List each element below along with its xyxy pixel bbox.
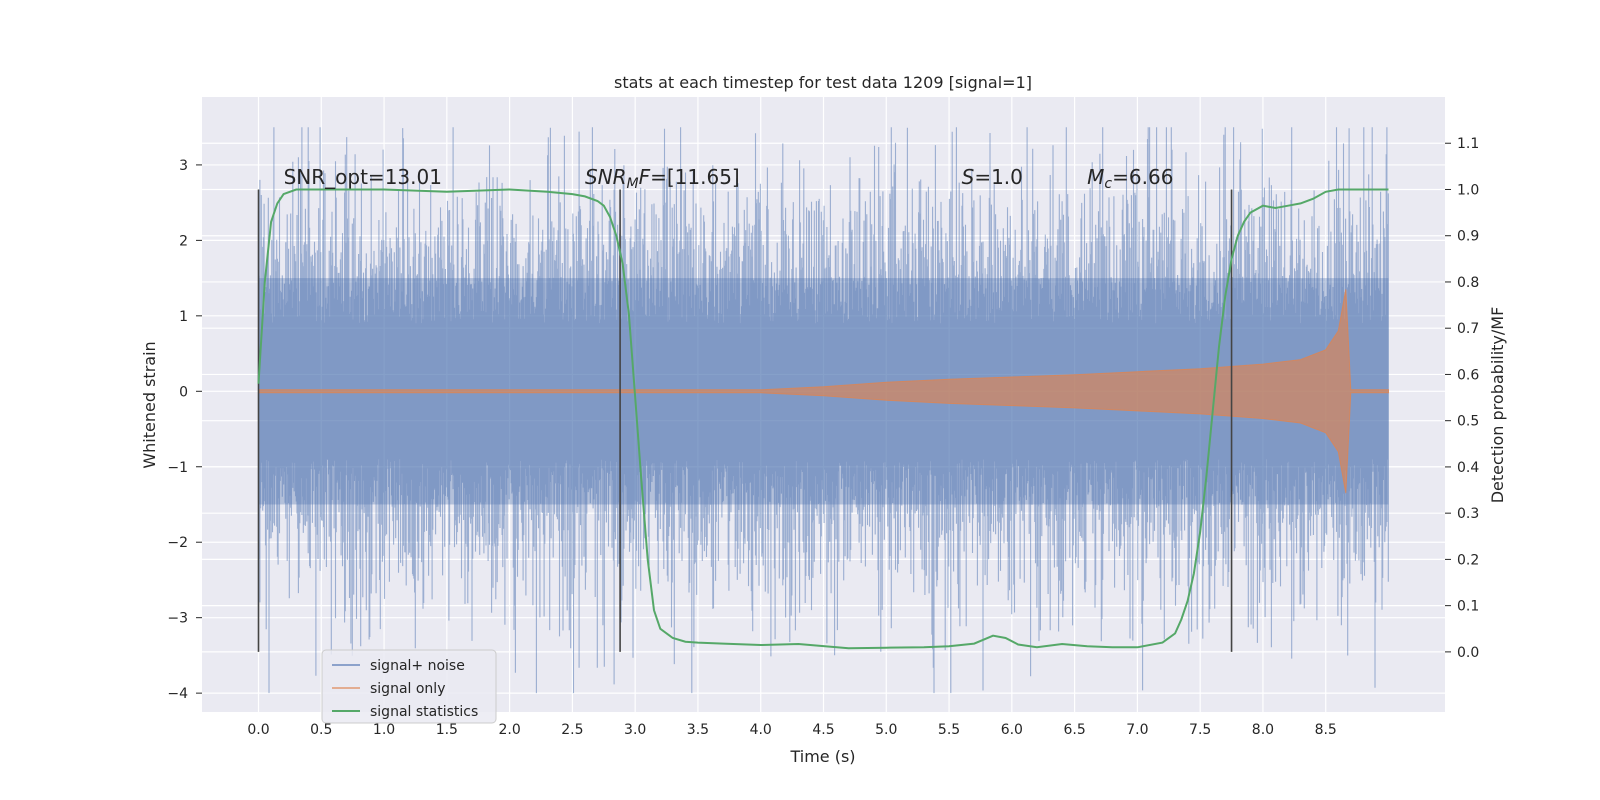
y2-tick-label: 0.8: [1457, 275, 1479, 291]
x-tick-label: 2.5: [561, 722, 583, 738]
x-tick-label: 4.5: [812, 722, 834, 738]
y-tick-label: −2: [167, 535, 188, 551]
y-tick-label: 0: [179, 384, 188, 400]
series-signal-statistics: [257, 188, 1389, 650]
legend-label: signal only: [370, 681, 445, 697]
x-tick-label: 8.0: [1252, 722, 1274, 738]
y-axis-label: Whitened strain: [140, 341, 159, 468]
y2-tick-label: 0.9: [1457, 229, 1479, 245]
x-tick-label: 6.5: [1063, 722, 1085, 738]
y2-tick-label: 0.4: [1457, 460, 1479, 476]
x-tick-label: 8.5: [1315, 722, 1337, 738]
annotation-snr-mf: SNRMF=[11.65]: [585, 165, 740, 192]
x-tick-label: 6.0: [1001, 722, 1023, 738]
x-axis-label: Time (s): [789, 747, 855, 766]
x-tick-label: 5.0: [875, 722, 897, 738]
y2-tick-label: 0.6: [1457, 367, 1479, 383]
x-tick-label: 2.0: [498, 722, 520, 738]
y-tick-label: −4: [167, 686, 188, 702]
x-tick-label: 5.5: [938, 722, 960, 738]
y2-tick-label: 0.7: [1457, 321, 1479, 337]
chart-title: stats at each timestep for test data 120…: [614, 73, 1032, 92]
y2-tick-label: 0.3: [1457, 506, 1479, 522]
annotation-s: S=1.0: [962, 165, 1023, 189]
x-tick-label: 1.0: [373, 722, 395, 738]
x-tick-label: 0.0: [247, 722, 269, 738]
x-tick-label: 1.5: [436, 722, 458, 738]
x-tick-label: 7.5: [1189, 722, 1211, 738]
x-tick-label: 4.0: [750, 722, 772, 738]
legend-label: signal+ noise: [370, 658, 465, 674]
y-tick-label: −1: [167, 460, 188, 476]
annotation-mc: Mc=6.66: [1087, 165, 1173, 192]
y-tick-label: −3: [167, 611, 188, 627]
y2-tick-label: 0.0: [1457, 645, 1479, 661]
y2-tick-label: 0.1: [1457, 599, 1479, 615]
x-tick-label: 7.0: [1126, 722, 1148, 738]
x-tick-label: 0.5: [310, 722, 332, 738]
y2-tick-label: 1.0: [1457, 182, 1479, 198]
legend-label: signal statistics: [370, 704, 478, 720]
annotation-snr-opt: SNR_opt=13.01: [284, 165, 442, 189]
x-tick-label: 3.5: [687, 722, 709, 738]
y2-tick-label: 0.2: [1457, 552, 1479, 568]
y2-axis-label: Detection probability/MF: [1488, 307, 1507, 504]
x-tick-label: 3.0: [624, 722, 646, 738]
y-tick-label: 3: [179, 158, 188, 174]
y-tick-label: 1: [179, 309, 188, 325]
y-tick-label: 2: [179, 233, 188, 249]
series-signal-only: [258, 289, 1389, 494]
y2-tick-label: 0.5: [1457, 414, 1479, 430]
y2-tick-label: 1.1: [1457, 136, 1479, 152]
legend-box: [321, 649, 497, 724]
